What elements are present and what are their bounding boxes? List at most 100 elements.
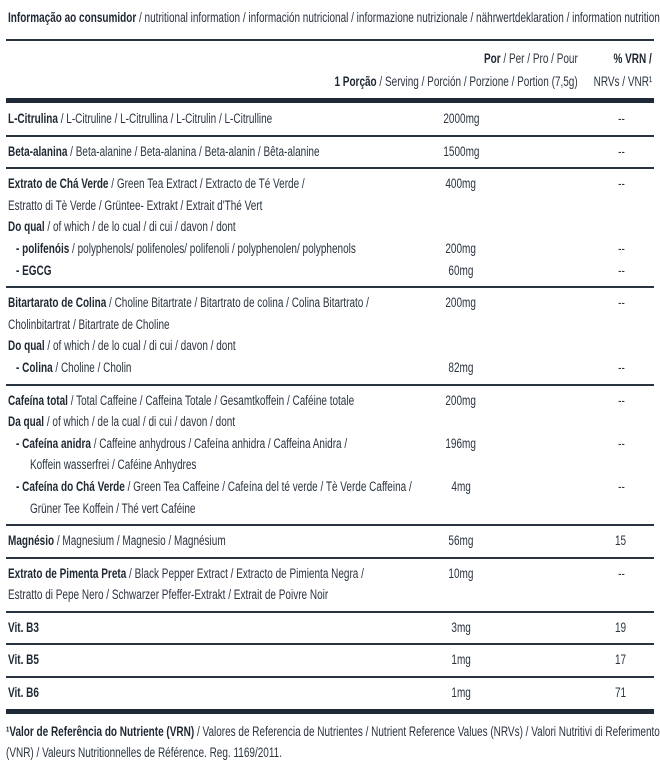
nutrient-label: Extrato de Pimenta Preta / Black Pepper … bbox=[8, 563, 489, 585]
header-serving: 1 Porção / Serving / Porción / Porzione … bbox=[249, 71, 578, 93]
amount-per-serving: 10mg bbox=[448, 565, 474, 581]
table-row: Bitartarato de Colina / Choline Bitartra… bbox=[6, 288, 654, 386]
nutrient-label: Magnésio / Magnesium / Magnesio / Magnés… bbox=[8, 530, 302, 552]
row-line: - EGCG 60mg -- bbox=[6, 260, 654, 282]
row-line: Vit. B5 1mg 17 bbox=[6, 649, 654, 671]
row-line: Cafeína total / Total Caffeine / Caffein… bbox=[6, 390, 654, 412]
nutrient-label: Da qual / of which / de la cual / di cui… bbox=[8, 411, 315, 433]
nutrient-label: Vit. B3 bbox=[8, 617, 50, 639]
amount-per-serving: 1500mg bbox=[442, 143, 480, 159]
nutrient-label: Vit. B5 bbox=[8, 649, 50, 671]
nutrient-translations: / L-Citruline / L-Citrullina / L-Citruli… bbox=[57, 111, 273, 126]
vrn-percent: -- bbox=[617, 359, 625, 375]
table-row: Vit. B6 1mg 71 bbox=[6, 678, 654, 714]
amount-per-serving: 196mg bbox=[445, 435, 477, 451]
nutrient-label: Cafeína total / Total Caffeine / Caffein… bbox=[8, 390, 476, 412]
row-line: Vit. B6 1mg 71 bbox=[6, 682, 654, 704]
nutrient-label: - Cafeína anidra / Caffeine anhydrous / … bbox=[16, 433, 464, 455]
footnote-text-2: (VNR) / Valeurs Nutritionnelles de Référ… bbox=[6, 745, 282, 760]
amount-per-serving: 4mg bbox=[451, 478, 471, 494]
nutrient-translations: / of which / de lo cual / di cui / davon… bbox=[44, 338, 236, 354]
nutrient-label: Do qual / of which / de lo cual / di cui… bbox=[8, 335, 316, 357]
amount-per-serving: 1mg bbox=[451, 685, 471, 701]
nutrient-label: L-Citrulina / L-Citruline / L-Citrullina… bbox=[8, 108, 365, 130]
vrn-percent: -- bbox=[617, 143, 625, 159]
nutrient-translations: / Magnesium / Magnesio / Magnésium bbox=[54, 533, 226, 549]
nutrient-label: Grüner Tee Koffein / Thé vert Caféine bbox=[30, 498, 254, 520]
header-serving-bold: 1 Porção bbox=[334, 74, 377, 89]
nutrient-name: Extrato de Pimenta Preta bbox=[8, 565, 127, 581]
table-row: Vit. B5 1mg 17 bbox=[6, 645, 654, 679]
footnote: ¹Valor de Referência do Nutriente (VRN) … bbox=[6, 721, 660, 763]
table-row: Vit. B3 3mg 19 bbox=[6, 613, 654, 646]
nutrient-name: Do qual bbox=[8, 219, 45, 235]
footnote-text-1: / Valores de Referencia de Nutrientes / … bbox=[194, 724, 660, 739]
table-row: Extrato de Pimenta Preta / Black Pepper … bbox=[6, 559, 654, 613]
row-line: Bitartarato de Colina / Choline Bitartra… bbox=[6, 292, 654, 314]
nutrient-translations: Estratto di Tè Verde / Grüntee- Extrakt … bbox=[8, 197, 263, 213]
row-line: - Cafeína anidra / Caffeine anhydrous / … bbox=[6, 433, 654, 455]
nutrient-label: - polifenóis / polyphenols/ polifenoles/… bbox=[16, 238, 475, 260]
table-row: Beta-alanina / Beta-alanine / Beta-alani… bbox=[6, 137, 654, 170]
amount-per-serving: 60mg bbox=[448, 262, 474, 278]
nutrient-name: Da qual bbox=[8, 414, 45, 430]
amount-per-serving: 200mg bbox=[445, 295, 477, 311]
nutrient-name: - Cafeína do Chá Verde bbox=[16, 478, 125, 494]
nutrient-label: Estratto di Tè Verde / Grüntee- Extrakt … bbox=[8, 195, 352, 217]
vrn-percent: 19 bbox=[615, 619, 627, 635]
nutrient-label: - Colina / Choline / Cholin bbox=[16, 357, 172, 379]
row-line: - Colina / Choline / Cholin 82mg -- bbox=[6, 357, 654, 379]
vrn-percent: -- bbox=[617, 176, 625, 192]
nutrient-name: Do qual bbox=[8, 338, 45, 354]
nutrient-label: Koffein wasserfrei / Caféine Anhydres bbox=[30, 454, 255, 476]
row-line: L-Citrulina / L-Citruline / L-Citrullina… bbox=[6, 108, 654, 130]
footnote-bold: ¹Valor de Referência do Nutriente (VRN) bbox=[6, 724, 195, 739]
vrn-percent: 71 bbox=[615, 685, 627, 701]
row-line: Estratto di Pepe Nero / Schwarzer Pfeffe… bbox=[6, 584, 654, 606]
nutrient-name: Cafeína total bbox=[8, 392, 68, 408]
row-line: Do qual / of which / de lo cual / di cui… bbox=[6, 335, 654, 357]
nutrient-translations: Grüner Tee Koffein / Thé vert Caféine bbox=[30, 500, 196, 516]
nutrient-label: Extrato de Chá Verde / Green Tea Extract… bbox=[8, 173, 409, 195]
nutrition-table: L-Citrulina / L-Citruline / L-Citrullina… bbox=[0, 104, 660, 714]
nutrient-translations: / Choline Bitartrate / Bitartrato de col… bbox=[106, 295, 369, 311]
amount-per-serving: 200mg bbox=[445, 240, 477, 256]
vrn-percent: 15 bbox=[615, 533, 627, 549]
vrn-percent: -- bbox=[617, 392, 625, 408]
nutrient-label: Beta-alanina / Beta-alanine / Beta-alani… bbox=[8, 141, 429, 163]
nutrient-name: - Colina bbox=[16, 359, 53, 375]
nutrient-name: Vit. B5 bbox=[8, 652, 39, 668]
header-vrn: % VRN / bbox=[600, 48, 652, 70]
table-row: L-Citrulina / L-Citruline / L-Citrullina… bbox=[6, 104, 654, 137]
nutrient-label: - Cafeína do Chá Verde / Green Tea Caffe… bbox=[16, 476, 551, 498]
header-per: Por / Per / Pro / Pour bbox=[451, 48, 578, 70]
row-line: Da qual / of which / de la cual / di cui… bbox=[6, 411, 654, 433]
amount-per-serving: 56mg bbox=[448, 533, 474, 549]
vrn-percent: -- bbox=[617, 111, 625, 126]
row-line: Vit. B3 3mg 19 bbox=[6, 617, 654, 639]
table-row: Magnésio / Magnesium / Magnesio / Magnés… bbox=[6, 526, 654, 559]
row-line: Estratto di Tè Verde / Grüntee- Extrakt … bbox=[6, 195, 654, 217]
vrn-percent: -- bbox=[617, 478, 625, 494]
header-vrn-text: NRVs / VNR¹ bbox=[593, 74, 652, 89]
row-line: Extrato de Chá Verde / Green Tea Extract… bbox=[6, 173, 654, 195]
nutrient-name: Vit. B6 bbox=[8, 685, 39, 701]
amount-per-serving: 400mg bbox=[445, 176, 477, 192]
nutrient-label: Do qual / of which / de lo cual / di cui… bbox=[8, 216, 316, 238]
nutrient-name: - EGCG bbox=[16, 262, 52, 278]
amount-per-serving: 82mg bbox=[448, 359, 474, 375]
nutrient-name: Extrato de Chá Verde bbox=[8, 176, 109, 192]
vrn-percent: -- bbox=[617, 565, 625, 581]
vrn-percent: 17 bbox=[615, 652, 627, 668]
divider-thick bbox=[6, 98, 654, 103]
nutrient-translations: / of which / de la cual / di cui / davon… bbox=[44, 414, 236, 430]
nutrient-name: Vit. B3 bbox=[8, 619, 39, 635]
nutrient-label: Cholinbitartrat / Bitartrate de Choline bbox=[8, 314, 226, 336]
nutrient-translations: / of which / de lo cual / di cui / davon… bbox=[44, 219, 236, 235]
amount-per-serving: 3mg bbox=[451, 619, 471, 635]
vrn-percent: -- bbox=[617, 435, 625, 451]
header-per-bold: Por bbox=[484, 51, 501, 66]
nutrient-name: Bitartarato de Colina bbox=[8, 295, 107, 311]
nutrient-translations: / Green Tea Caffeine / Cafeína del té ve… bbox=[124, 478, 412, 494]
nutrient-translations: / Beta-alanine / Beta-alanina / Beta-ala… bbox=[67, 143, 320, 159]
